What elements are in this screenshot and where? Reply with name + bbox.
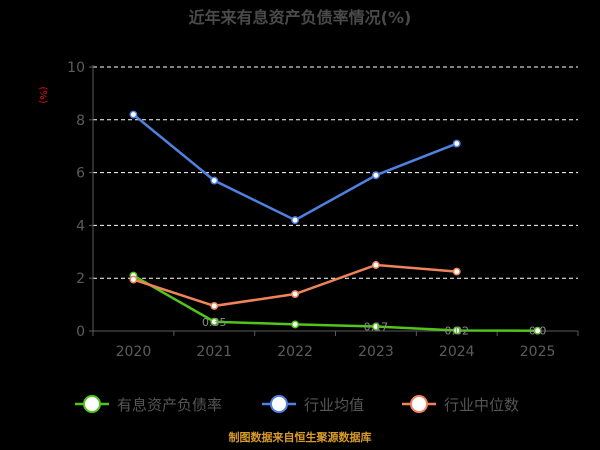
- legend-marker: [270, 395, 288, 413]
- data-point: [533, 326, 542, 335]
- series-lines: [132, 113, 538, 332]
- data-point: [210, 317, 219, 326]
- data-point: [371, 261, 380, 269]
- data-point: [371, 171, 380, 180]
- x-tick-label: 2022: [277, 344, 313, 360]
- grid-lines: [93, 66, 578, 279]
- chart-title: 近年来有息资产负债率情况(%): [189, 8, 412, 27]
- data-labels: 0.35 0.17 0.02 0.0: [202, 316, 546, 338]
- x-tick-label: 2023: [358, 344, 394, 360]
- y-tick-label: 2: [76, 271, 85, 287]
- data-point: [291, 320, 300, 329]
- axes: [89, 65, 579, 336]
- x-tick-label: 2020: [116, 344, 152, 360]
- y-tick-label: 0: [76, 324, 85, 340]
- data-point: [452, 267, 461, 276]
- legend-label: 行业中位数: [444, 396, 519, 414]
- source-note: 制图数据来自恒生聚源数据库: [229, 430, 372, 444]
- y-tick-label: 4: [76, 218, 85, 234]
- y-tick-label: 10: [67, 60, 85, 76]
- data-label: 0.02: [445, 324, 470, 337]
- data-label: 0.17: [364, 321, 389, 334]
- data-point: [291, 290, 300, 298]
- y-axis-label: (%): [37, 86, 48, 103]
- data-point: [210, 176, 219, 185]
- legend-label: 有息资产负债率: [117, 396, 222, 414]
- data-label: 0.35: [202, 316, 227, 329]
- data-point: [129, 275, 138, 284]
- data-point: [452, 326, 461, 335]
- y-tick-label: 8: [76, 113, 85, 129]
- legend-marker: [410, 395, 428, 413]
- data-point: [129, 110, 138, 119]
- data-points: [129, 110, 542, 335]
- x-tick-label: 2024: [439, 344, 475, 360]
- x-tick-label: 2021: [196, 344, 232, 360]
- legend: 有息资产负债率 行业均值 行业中位数: [75, 395, 519, 414]
- series-line: [132, 113, 458, 222]
- data-point: [452, 139, 461, 148]
- legend-marker: [83, 395, 101, 413]
- x-tick-label: 2025: [520, 344, 556, 360]
- data-point: [210, 301, 219, 310]
- y-tick-label: 6: [76, 166, 85, 182]
- data-point: [291, 216, 300, 225]
- tick-labels: 0 2 4 6 8 10 2020 2021 2022 2023 2024 2025: [67, 60, 555, 360]
- legend-label: 行业均值: [304, 396, 364, 414]
- series-line: [132, 274, 538, 332]
- series-line: [133, 263, 457, 308]
- data-point: [371, 322, 380, 331]
- data-label: 0.0: [529, 325, 547, 338]
